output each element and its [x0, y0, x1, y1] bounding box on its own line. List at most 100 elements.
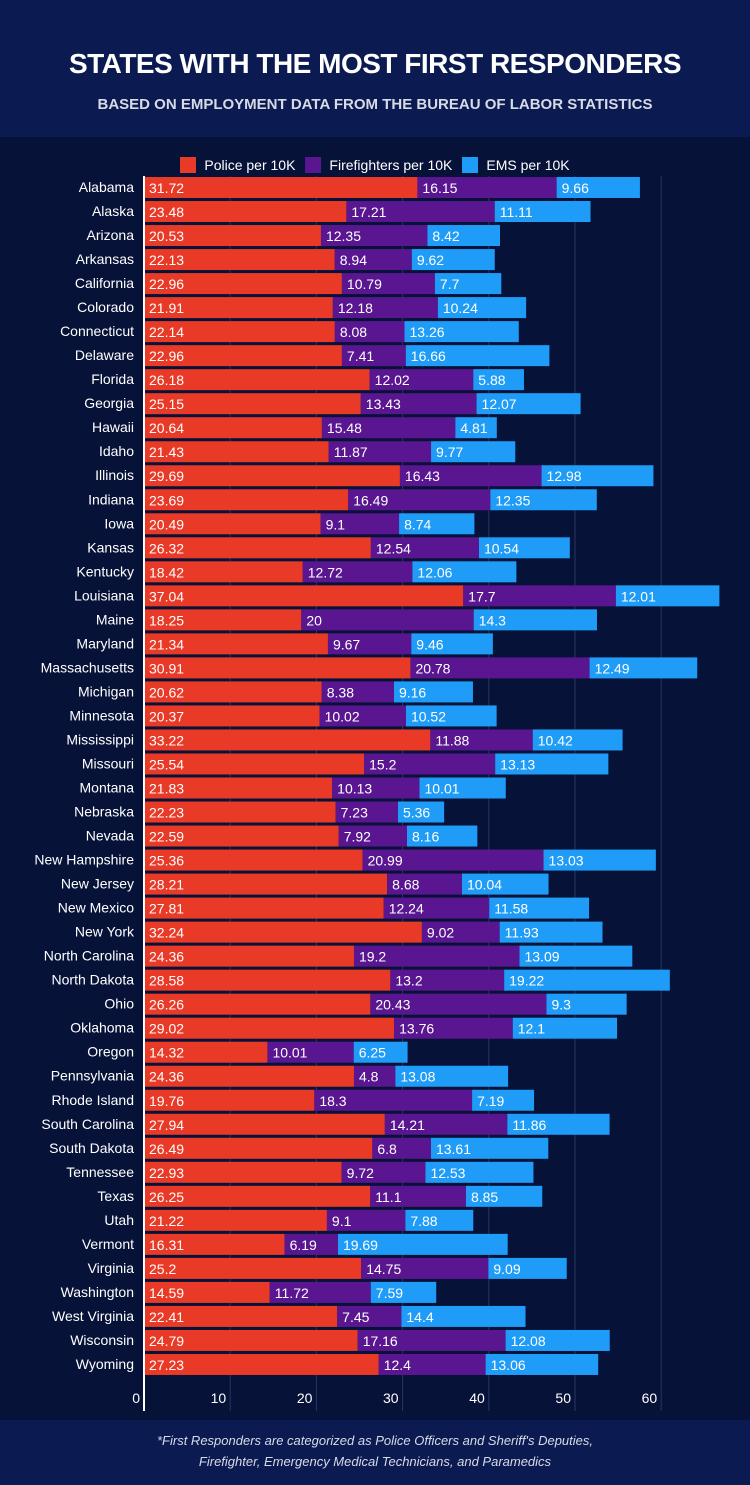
bar-segment-firefighters: [269, 1281, 371, 1303]
bar-segment-firefighters: [319, 705, 406, 727]
data-label: 9.16: [399, 684, 426, 700]
data-label: 12.1: [518, 1021, 545, 1037]
data-label: 20.37: [149, 708, 184, 724]
bar-segment-ems: [430, 1137, 549, 1159]
data-label: 13.26: [409, 324, 444, 340]
data-label: 9.77: [436, 444, 463, 460]
bar-segment-ems: [353, 1041, 408, 1063]
data-label: 11.11: [500, 204, 533, 220]
data-label: 13.43: [366, 396, 401, 412]
bar-segment-police: [144, 897, 384, 919]
category-label: Mississippi: [66, 731, 134, 747]
bar-segment-ems: [507, 1113, 610, 1135]
bar-segment-police: [144, 1329, 358, 1351]
data-label: 11.58: [494, 901, 528, 917]
bar-segment-firefighters: [335, 801, 398, 823]
data-label: 21.22: [149, 1213, 184, 1229]
bar-segment-firefighters: [338, 825, 407, 847]
bar-segment-ems: [490, 489, 597, 511]
category-label: Maryland: [76, 635, 134, 651]
data-label: 22.41: [149, 1309, 184, 1325]
data-label: 22.23: [149, 805, 184, 821]
category-label: New Jersey: [61, 876, 134, 892]
bar-segment-ems: [504, 969, 670, 991]
data-label: 17.7: [468, 588, 495, 604]
data-label: 12.08: [511, 1333, 546, 1349]
category-label: New Mexico: [58, 900, 134, 916]
data-label: 10.42: [538, 732, 573, 748]
category-label: Delaware: [75, 347, 134, 363]
data-label: 9.02: [427, 925, 454, 941]
bar-segment-firefighters: [417, 177, 557, 198]
header: STATES WITH THE MOST FIRST RESPONDERS BA…: [0, 0, 750, 137]
bar-segment-firefighters: [326, 1209, 406, 1231]
bar-segment-firefighters: [320, 225, 428, 247]
bar-segment-police: [144, 585, 464, 607]
data-label: 29.02: [149, 1021, 184, 1037]
bar-segment-ems: [412, 561, 517, 583]
bar-segment-ems: [472, 1089, 535, 1111]
x-tick-label: 30: [383, 1390, 399, 1406]
data-label: 20.43: [375, 997, 410, 1013]
bar-segment-ems: [478, 537, 570, 559]
bar-segment-ems: [395, 1065, 509, 1087]
bar-segment-ems: [488, 1257, 567, 1279]
bar-segment-police: [144, 465, 400, 487]
bar-segment-firefighters: [301, 609, 474, 631]
category-label: Pennsylvania: [51, 1068, 134, 1084]
bar-segment-firefighters: [353, 1065, 396, 1087]
bar-segment-police: [144, 1209, 327, 1231]
data-label: 11.87: [334, 444, 368, 460]
category-label: Minnesota: [69, 707, 134, 723]
bar-segment-police: [144, 1113, 385, 1135]
bar-segment-police: [144, 633, 328, 655]
bar-segment-firefighters: [357, 1329, 506, 1351]
data-label: 8.16: [412, 829, 439, 845]
category-label: Georgia: [84, 395, 134, 411]
data-label: 11.1: [375, 1189, 401, 1205]
data-label: 12.02: [375, 372, 410, 388]
bar-segment-police: [144, 1233, 285, 1255]
data-label: 8.08: [340, 324, 367, 340]
data-label: 19.2: [359, 949, 386, 965]
data-label: 13.61: [436, 1141, 471, 1157]
bar-segment-firefighters: [369, 369, 474, 391]
data-label: 12.53: [430, 1165, 465, 1181]
data-label: 17.16: [363, 1333, 398, 1349]
data-label: 9.1: [326, 516, 346, 532]
bar-segment-firefighters: [321, 681, 394, 703]
category-label: Louisiana: [74, 587, 134, 603]
data-label: 32.24: [149, 925, 184, 941]
data-label: 7.19: [477, 1093, 504, 1109]
data-label: 7.7: [440, 276, 460, 292]
data-label: 9.67: [333, 636, 360, 652]
bar-segment-police: [144, 825, 339, 847]
data-label: 11.93: [505, 925, 539, 941]
data-label: 12.01: [621, 588, 656, 604]
bar-segment-ems: [461, 873, 549, 895]
data-label: 28.58: [149, 973, 184, 989]
data-label: 26.25: [149, 1189, 184, 1205]
bar-segment-police: [144, 1017, 395, 1039]
category-label: Colorado: [77, 299, 134, 315]
bar-segment-police: [144, 1185, 371, 1207]
bar-segment-police: [144, 249, 335, 271]
bar-segment-firefighters: [384, 1113, 508, 1135]
bar-segment-firefighters: [334, 321, 405, 343]
data-label: 5.88: [478, 372, 505, 388]
bar-segment-firefighters: [302, 561, 413, 583]
bar-segment-firefighters: [341, 345, 406, 367]
data-label: 20.49: [149, 516, 184, 532]
bar-segment-police: [144, 273, 342, 295]
data-label: 22.13: [149, 252, 184, 268]
bar-segment-ems: [541, 465, 654, 487]
bar-segment-firefighters: [430, 729, 533, 751]
data-label: 25.36: [149, 853, 184, 869]
bar-segment-police: [144, 777, 333, 799]
category-label: Illinois: [95, 467, 134, 483]
bar-segment-ems: [427, 225, 501, 247]
bar-segment-ems: [473, 609, 597, 631]
data-label: 12.18: [338, 300, 373, 316]
bar-segment-ems: [505, 1329, 610, 1351]
data-label: 10.13: [337, 781, 372, 797]
